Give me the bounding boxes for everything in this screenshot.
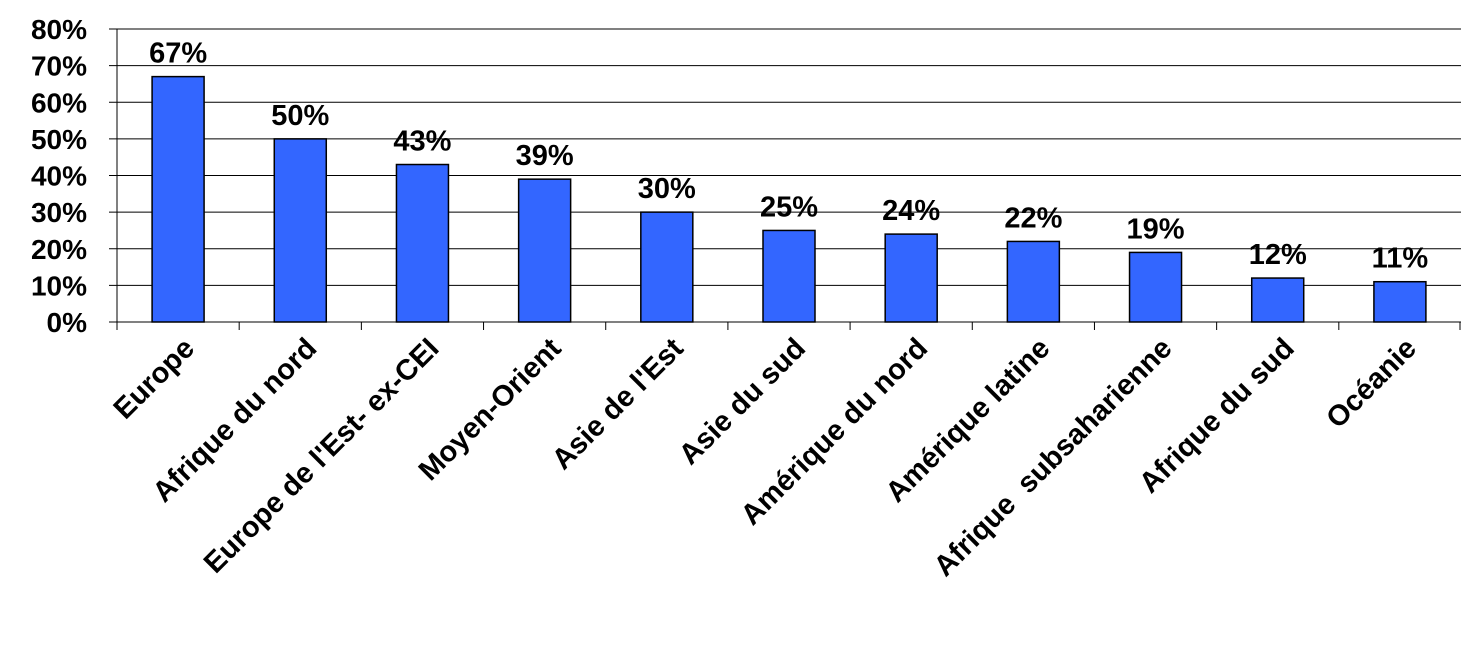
axes bbox=[109, 28, 1461, 330]
category-label: Océanie bbox=[1320, 332, 1422, 434]
y-tick-label: 10% bbox=[31, 270, 87, 301]
data-label: 30% bbox=[638, 173, 696, 205]
y-tick-label: 80% bbox=[31, 14, 87, 45]
bar bbox=[1250, 277, 1305, 323]
bar bbox=[1373, 280, 1427, 323]
data-label: 43% bbox=[393, 126, 451, 158]
bars bbox=[151, 75, 1427, 323]
data-label: 19% bbox=[1127, 213, 1185, 245]
bar bbox=[273, 138, 328, 323]
category-label: Afrique subsaharienne bbox=[928, 332, 1179, 583]
y-tick-label: 70% bbox=[31, 51, 87, 82]
data-label: 22% bbox=[1004, 202, 1062, 234]
bar bbox=[151, 75, 205, 323]
bar bbox=[1128, 251, 1183, 323]
data-label: 39% bbox=[516, 140, 574, 172]
data-label: 11% bbox=[1372, 243, 1429, 275]
data-label: 12% bbox=[1249, 239, 1307, 271]
data-label: 24% bbox=[882, 195, 940, 227]
data-label: 25% bbox=[760, 191, 818, 223]
y-tick-label: 50% bbox=[31, 124, 87, 155]
data-label: 67% bbox=[149, 38, 207, 70]
data-labels: 67% 50% 43% 39% 30% 25% 24% 22% 19% 12% 11% bbox=[149, 38, 1428, 275]
gridlines bbox=[117, 28, 1461, 286]
y-tick-label: 60% bbox=[31, 87, 87, 118]
bar bbox=[517, 178, 572, 323]
y-tick-label: 20% bbox=[31, 234, 87, 265]
y-tick-label: 0% bbox=[47, 307, 88, 338]
category-label: Europe bbox=[108, 332, 201, 425]
bar bbox=[884, 233, 938, 323]
category-label: Asie de l'Est bbox=[546, 332, 690, 476]
y-tick-labels: 0% 10% 20% 30% 40% 50% 60% 70% 80% bbox=[31, 14, 87, 338]
bar bbox=[395, 163, 450, 323]
y-tick-label: 30% bbox=[31, 197, 87, 228]
bar bbox=[762, 229, 816, 323]
bar bbox=[640, 211, 694, 323]
bar bbox=[1006, 240, 1061, 323]
y-tick-label: 40% bbox=[31, 161, 87, 192]
data-label: 50% bbox=[271, 100, 329, 132]
category-label: Europe de l'Est- ex-CEI bbox=[198, 332, 445, 579]
category-label: Asie du sud bbox=[673, 332, 812, 471]
